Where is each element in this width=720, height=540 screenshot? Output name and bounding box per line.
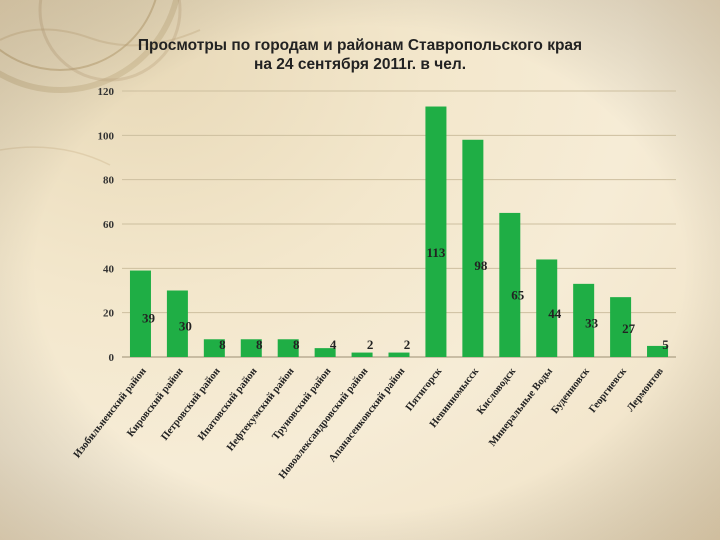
data-label: 30 — [179, 318, 192, 333]
data-label: 8 — [293, 337, 300, 352]
x-tick-label: Нефтекумский район — [225, 366, 297, 453]
bar — [166, 290, 188, 357]
y-tick-label: 60 — [103, 219, 115, 231]
data-label: 2 — [367, 337, 374, 352]
x-tick-label: Лермонтов — [625, 366, 666, 414]
chart-title-line1: Просмотры по городам и районам Ставропол… — [137, 37, 583, 54]
x-tick-label: Апанасенковский район — [327, 366, 407, 464]
bar — [129, 270, 151, 357]
data-label: 8 — [256, 337, 263, 352]
data-label: 5 — [662, 337, 669, 352]
data-label: 65 — [511, 287, 525, 302]
y-tick-label: 120 — [98, 86, 115, 98]
x-tick-label: Минеральные Воды — [487, 366, 555, 449]
bar — [388, 352, 410, 357]
x-tick-label: Изобильненский район — [72, 366, 149, 460]
bar — [536, 259, 558, 357]
bar — [610, 297, 632, 357]
bar — [351, 352, 373, 357]
y-tick-label: 20 — [103, 308, 115, 320]
x-tick-label: Пятигорск — [404, 365, 445, 413]
y-tick-label: 80 — [103, 175, 115, 187]
bar — [647, 345, 669, 357]
y-tick-label: 40 — [103, 263, 115, 275]
bar — [499, 212, 521, 357]
y-tick-label: 0 — [109, 352, 115, 364]
data-label: 44 — [548, 306, 562, 321]
data-label: 33 — [585, 316, 599, 331]
data-label: 27 — [622, 321, 636, 336]
bar — [314, 348, 336, 357]
bar — [240, 339, 262, 357]
chart-title-line2: на 24 сентября 2011г. в чел. — [253, 56, 466, 73]
data-label: 8 — [219, 337, 226, 352]
data-label: 113 — [427, 245, 446, 260]
data-label: 98 — [474, 258, 488, 273]
bar — [277, 339, 299, 357]
data-label: 4 — [330, 337, 337, 352]
y-tick-label: 100 — [98, 130, 115, 142]
x-tick-label: Георгиевск — [587, 365, 629, 415]
bar — [573, 283, 595, 357]
data-label: 39 — [142, 310, 156, 325]
chart-title: Просмотры по городам и районам Ставропол… — [60, 36, 660, 74]
bar — [203, 339, 225, 357]
bar — [462, 139, 484, 357]
bar — [425, 106, 447, 358]
data-label: 2 — [404, 337, 411, 352]
